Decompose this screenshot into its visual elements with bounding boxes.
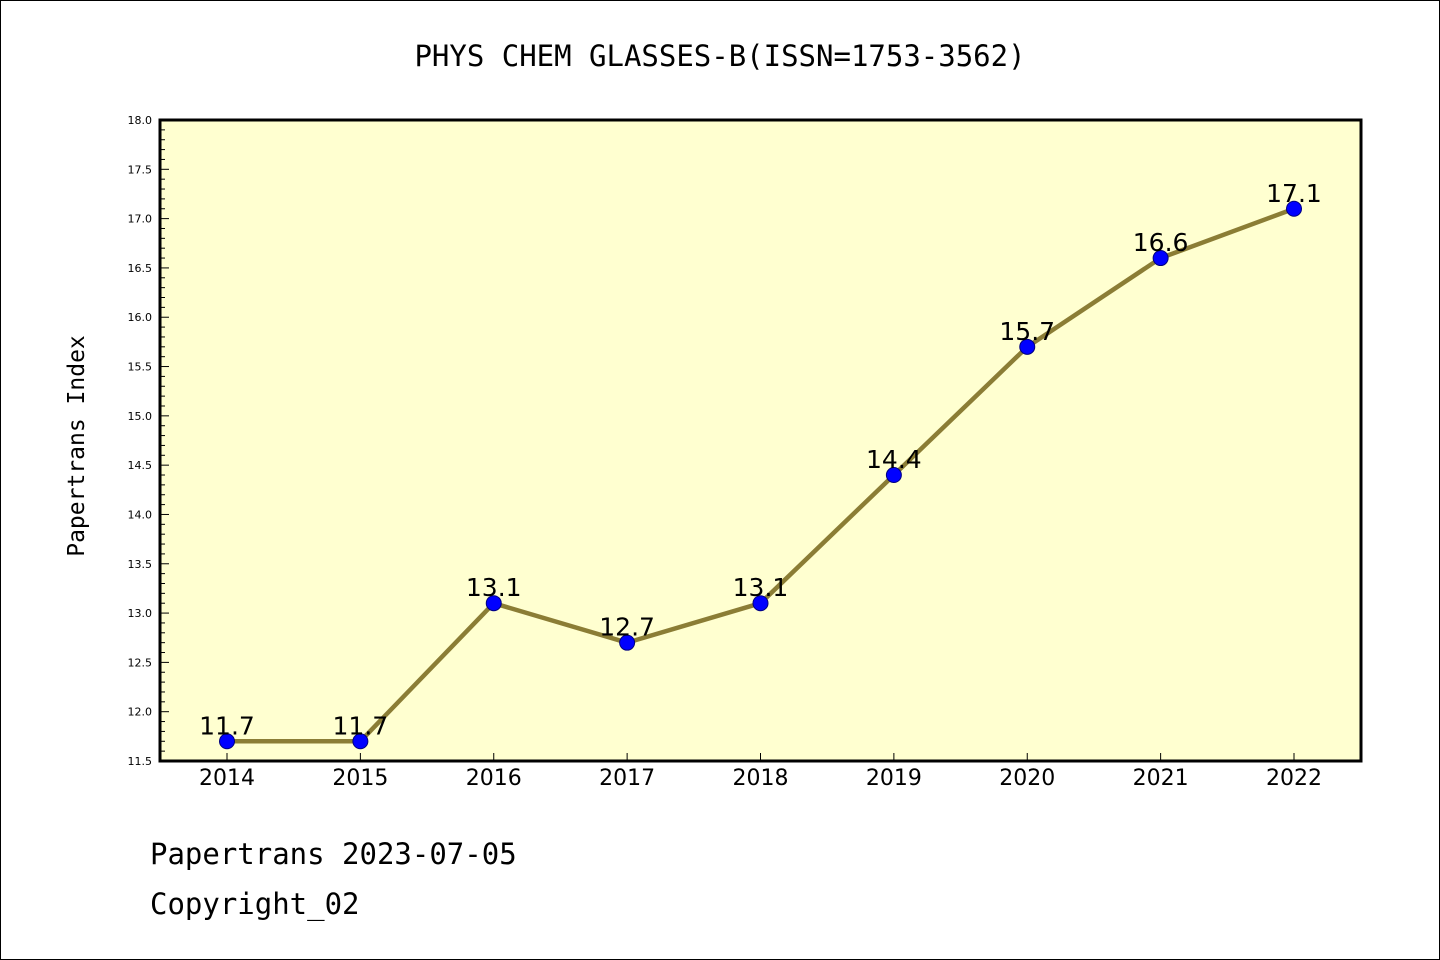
plot-area <box>160 120 1361 761</box>
data-point <box>219 733 235 750</box>
x-tick-label: 2020 <box>999 766 1055 791</box>
x-tick-label: 2018 <box>733 766 789 791</box>
y-tick-label: 12.5 <box>128 656 153 669</box>
data-label: 15.7 <box>999 317 1055 346</box>
plot-border <box>158 118 1363 763</box>
x-tick-label: 2019 <box>866 766 922 791</box>
data-point <box>352 733 369 750</box>
y-tick-label: 16.0 <box>128 311 153 324</box>
footer-copyright: Copyright_02 <box>150 887 360 922</box>
y-tick-label: 11.5 <box>128 755 153 768</box>
chart-title: PHYS CHEM GLASSES-B(ISSN=1753-3562) <box>414 39 1025 73</box>
y-tick-label: 14.0 <box>128 508 153 521</box>
data-point <box>1019 338 1036 355</box>
data-label: 11.7 <box>199 711 255 740</box>
y-tick-label: 16.5 <box>128 262 153 275</box>
y-tick-label: 12.0 <box>128 706 153 719</box>
data-label: 11.7 <box>333 711 389 740</box>
series-layer <box>219 200 1302 750</box>
data-point <box>1286 200 1302 217</box>
y-tick-label: 17.0 <box>128 213 153 226</box>
y-tick-label: 14.5 <box>128 459 153 472</box>
y-tick-label: 17.5 <box>128 163 153 176</box>
data-label: 17.1 <box>1266 179 1322 208</box>
x-tick-label: 2016 <box>466 766 522 791</box>
y-axis: 11.5 12.0 12.5 13.0 13.5 14.0 14.5 15.0 15.5 16.0… <box>128 114 169 768</box>
y-tick-label: 15.5 <box>128 361 153 374</box>
data-point <box>1152 250 1169 267</box>
x-tick-label: 2022 <box>1266 766 1322 791</box>
x-tick-label: 2017 <box>599 766 655 791</box>
data-label: 13.1 <box>466 573 522 602</box>
data-point <box>619 634 636 651</box>
data-label: 14.4 <box>866 445 922 474</box>
y-tick-label: 18.0 <box>128 114 153 127</box>
x-tick-label: 2014 <box>199 766 255 791</box>
data-label: 16.6 <box>1133 228 1189 257</box>
data-point <box>885 467 902 484</box>
y-tick-label: 15.0 <box>128 410 153 423</box>
y-axis-label: Papertrans Index <box>64 335 90 557</box>
y-tick-label: 13.5 <box>128 558 153 571</box>
data-point <box>752 595 769 612</box>
footer-date: Papertrans 2023-07-05 <box>150 837 517 871</box>
data-label: 12.7 <box>599 613 655 642</box>
x-axis: 2014 2015 2016 2017 2018 2019 2020 2021 2022 <box>199 753 1322 791</box>
x-tick-label: 2015 <box>332 766 388 791</box>
data-label: 13.1 <box>733 573 789 602</box>
y-tick-label: 13.0 <box>128 607 153 620</box>
data-point <box>485 595 502 612</box>
x-tick-label: 2021 <box>1133 766 1189 791</box>
data-labels: 11.7 11.7 13.1 12.7 13.1 14.4 15.7 16.6 17.1 <box>199 179 1322 741</box>
